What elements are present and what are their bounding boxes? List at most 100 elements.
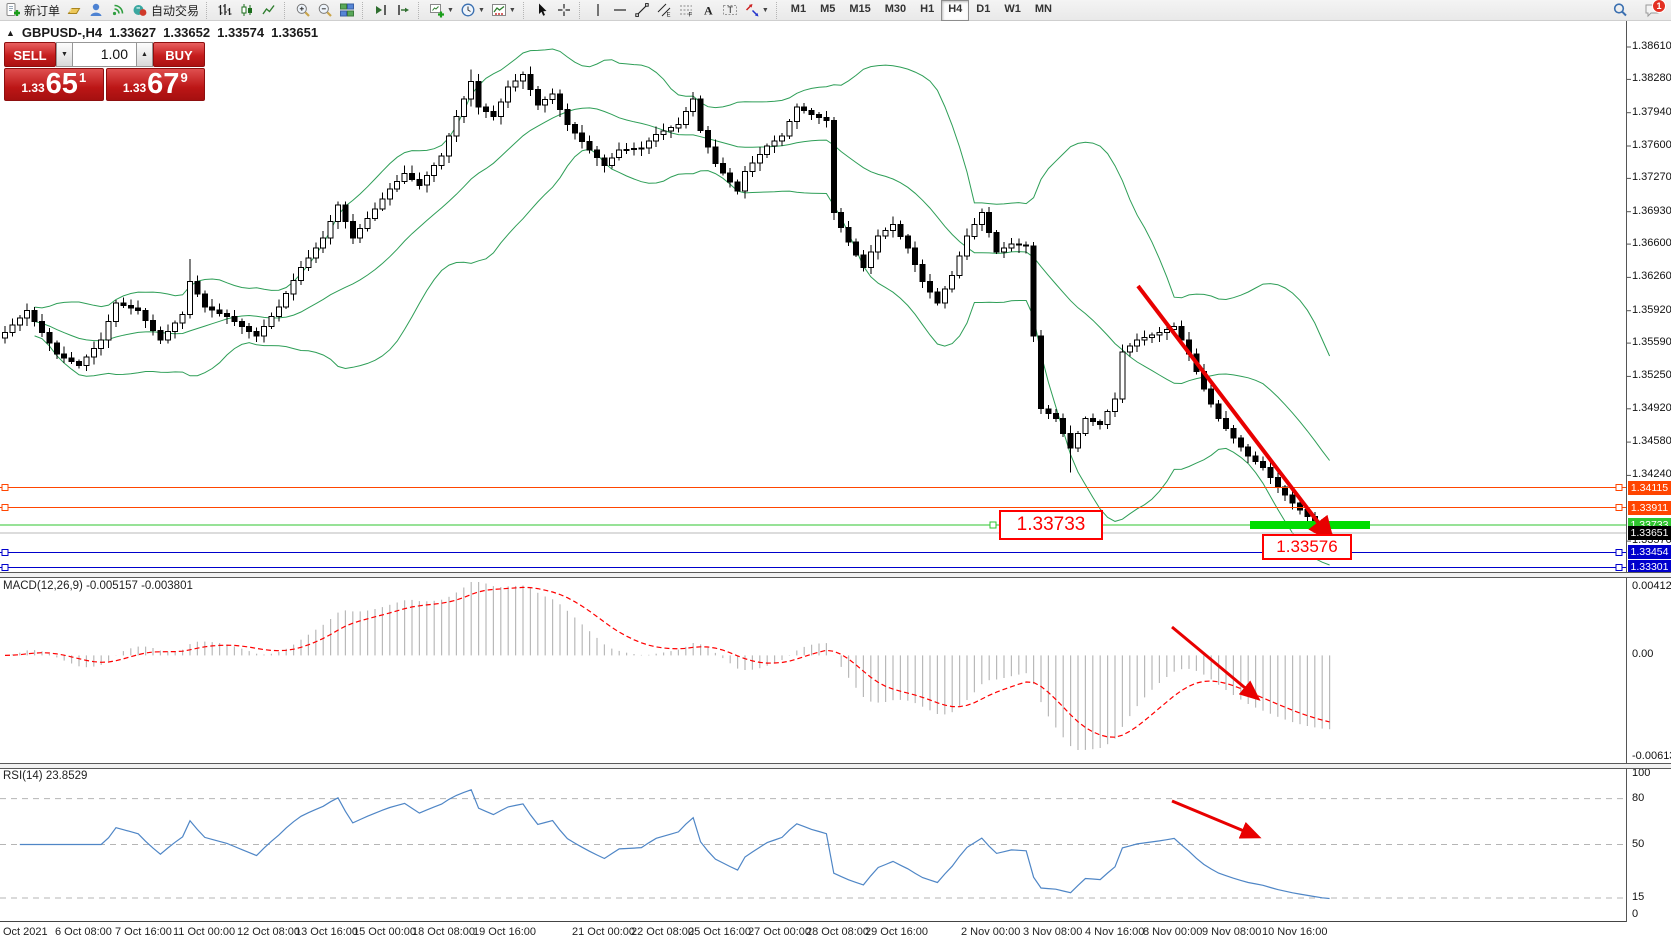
line-handle[interactable] [1,484,9,492]
fibonacci-icon: F [679,5,692,18]
price-tick-label: 1.35250 [1632,369,1671,381]
toolbar-button-auto-scroll[interactable] [370,0,392,21]
main-chart-pane[interactable] [2,48,1333,566]
chevron-down-icon[interactable]: ▼ [761,6,769,14]
main-macd-splitter[interactable] [0,572,1671,578]
timeframe-button-M30[interactable]: M30 [884,2,907,15]
timeframe-button-H1[interactable]: H1 [920,2,935,15]
volume-up-button[interactable]: ▲ [136,42,153,67]
toolbar-button-zoom-out[interactable] [314,0,336,21]
line-handle[interactable] [1615,504,1623,512]
toolbar-separator [362,1,367,19]
candle-body [830,120,837,214]
line-handle[interactable] [1,504,9,512]
candle-body [645,140,652,149]
toolbar-separator [522,1,528,19]
candle-body [904,235,911,249]
timeframe-button-W1[interactable]: W1 [1004,2,1021,15]
candle-body [653,133,660,142]
text-icon: A [704,4,713,18]
candle-body [172,322,179,333]
line-handle[interactable] [1615,564,1623,571]
trend-arrow-macd[interactable] [1171,625,1261,701]
oneclick-collapse-icon[interactable]: ▲ [6,27,15,38]
chevron-down-icon[interactable]: ▼ [477,6,485,14]
candle-body [46,331,53,344]
toolbar-button-equidistant-channel[interactable]: E [653,0,675,21]
timeframe-button-D1[interactable]: D1 [976,2,991,15]
timeframe-button-MN[interactable]: MN [1034,2,1052,15]
timeframe-button-H4[interactable]: H4 [941,0,970,21]
toolbar-button-trendline[interactable] [631,0,653,21]
candle-body [1030,245,1037,337]
notifications-button[interactable]: 1 [1641,0,1666,21]
timeframe-button-M15[interactable]: M15 [849,2,871,15]
candle-body [1156,331,1163,336]
toolbar-button-crosshair[interactable] [553,0,575,21]
trend-arrow-rsi[interactable] [1171,799,1262,839]
candle-body [579,132,586,142]
toolbar-button-horizontal-line[interactable] [609,0,631,21]
toolbar-button-candlestick-chart[interactable] [236,0,258,21]
toolbar-label-new-order: 新订单 [24,3,61,18]
toolbar-button-new-order[interactable]: 新订单 [2,0,63,21]
toolbar-button-text[interactable]: A [697,0,719,21]
line-handle[interactable] [1615,549,1623,556]
candle-body [919,264,926,282]
toolbar-button-indicators[interactable]: ▼ [488,0,519,21]
candle-body [564,108,571,126]
chevron-down-icon[interactable]: ▼ [447,6,454,14]
toolbar-button-cursor[interactable] [531,0,553,21]
toolbar-button-zoom-in[interactable] [292,0,314,21]
signals-icon [112,4,124,16]
date-label: 15 Oct 00:00 [353,926,416,938]
support-zone-bar[interactable] [1250,521,1370,529]
sell-price-button[interactable]: 1.33 65 1 [4,68,104,101]
toolbar-button-new-chart[interactable]: ▼ [426,0,457,21]
tile-windows-icon [340,3,355,17]
toolbar-button-vertical-line[interactable] [587,0,609,21]
toolbar-button-chart-shift[interactable] [392,0,414,21]
toolbar-button-arrow-tools[interactable]: ▼ [741,0,772,21]
toolbar-button-tile-windows[interactable] [336,0,358,21]
candle-body [749,162,756,172]
toolbar-button-autotrade[interactable]: 自动交易 [129,0,202,21]
toolbar-button-fibonacci[interactable]: F [675,0,697,21]
candle-body [253,330,260,337]
buy-button[interactable]: BUY [153,42,205,67]
candle-body [335,204,341,223]
toolbar-button-community[interactable] [85,0,107,21]
timeframe-button-M1[interactable]: M1 [790,2,807,15]
sell-button[interactable]: SELL [4,42,56,67]
volume-field[interactable]: 1.00 [73,42,136,67]
search-button[interactable] [1609,0,1631,21]
trend-arrow-main[interactable] [1136,284,1335,545]
buy-price-button[interactable]: 1.33 67 9 [105,68,205,101]
line-handle[interactable] [1615,484,1623,492]
timeframe-button-M5[interactable]: M5 [820,2,836,15]
rsi-pane[interactable] [0,789,1626,900]
toolbar-button-line-chart[interactable] [258,0,280,21]
candle-body [90,348,97,358]
volume-down-button[interactable]: ▼ [56,42,73,67]
line-handle[interactable] [989,521,997,529]
horizontal-line-icon [613,9,626,11]
macd-signal-line [4,586,1330,738]
line-handle[interactable] [1,564,9,571]
price-annotation-box-1.33576[interactable]: 1.33576 [1262,534,1352,560]
toolbar-button-gold-ingot[interactable] [63,0,85,21]
price-annotation-box-1.33733[interactable]: 1.33733 [999,510,1103,540]
macd-pane[interactable] [4,582,1331,750]
toolbar-button-text-label[interactable]: T [719,0,741,21]
candle-body [875,235,882,253]
toolbar-separator [775,1,781,19]
candle-body [1097,421,1104,425]
toolbar-button-periods[interactable]: ▼ [457,0,488,21]
toolbar-button-bar-chart[interactable] [214,0,236,21]
chevron-down-icon[interactable]: ▼ [508,6,516,14]
macd-rsi-splitter[interactable] [0,763,1671,769]
line-handle[interactable] [1,549,9,556]
toolbar-button-signals[interactable] [107,0,129,21]
candle-body [882,229,889,237]
